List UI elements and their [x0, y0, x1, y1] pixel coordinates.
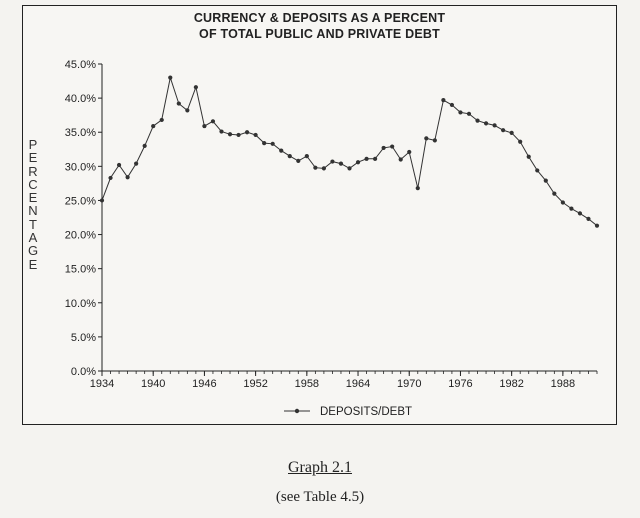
y-tick-label: 45.0% — [65, 59, 96, 71]
data-point — [441, 98, 446, 103]
data-point — [287, 154, 292, 159]
data-point — [586, 216, 591, 221]
data-point — [535, 168, 540, 173]
chart-frame — [22, 5, 617, 425]
x-tick-label: 1976 — [448, 378, 472, 390]
data-point — [338, 161, 344, 166]
data-point — [407, 149, 412, 155]
y-tick-label: 10.0% — [65, 298, 96, 310]
y-tick-label: 20.0% — [65, 230, 96, 242]
data-point — [304, 154, 309, 159]
y-tick-label: 25.0% — [65, 195, 96, 207]
data-point — [381, 145, 386, 151]
data-point — [355, 160, 361, 165]
data-point — [364, 156, 369, 161]
x-tick-label: 1952 — [243, 378, 267, 390]
data-point — [569, 206, 574, 211]
data-point — [296, 158, 301, 163]
data-point — [262, 141, 267, 146]
data-point — [227, 132, 233, 137]
legend-label: DEPOSITS/DEBT — [320, 406, 412, 418]
data-point — [552, 191, 557, 196]
data-point — [449, 102, 455, 108]
data-point — [185, 108, 190, 113]
data-point — [321, 166, 326, 171]
data-point — [415, 186, 420, 191]
x-tick-label: 1988 — [551, 378, 575, 390]
data-point — [253, 132, 258, 138]
x-tick-label: 1940 — [141, 378, 165, 390]
y-tick-label: 5.0% — [71, 332, 96, 344]
graph-caption: Graph 2.1 — [288, 459, 352, 476]
x-tick-label: 1964 — [346, 378, 370, 390]
data-point — [219, 129, 224, 134]
x-tick-label: 1958 — [295, 378, 319, 390]
data-point — [210, 119, 216, 124]
data-point — [501, 128, 506, 133]
data-point — [466, 111, 472, 116]
data-point — [475, 118, 480, 123]
data-point — [518, 139, 523, 144]
data-point — [492, 123, 497, 128]
data-point — [577, 211, 583, 216]
series-line — [101, 75, 598, 227]
data-point — [176, 101, 181, 106]
data-point — [526, 154, 531, 159]
data-point — [330, 159, 335, 164]
legend-marker — [294, 408, 300, 414]
data-point — [108, 175, 113, 181]
data-point — [236, 132, 241, 138]
data-point — [313, 165, 318, 170]
data-point — [594, 223, 600, 228]
data-point — [398, 157, 403, 162]
data-point — [270, 141, 275, 146]
y-tick-label: 35.0% — [65, 127, 96, 139]
data-point — [483, 121, 489, 126]
data-point — [458, 110, 463, 115]
data-point — [151, 123, 156, 129]
y-tick-label: 0.0% — [71, 366, 96, 378]
data-point — [390, 144, 395, 149]
data-point — [543, 178, 548, 183]
x-tick-label: 1934 — [90, 378, 114, 390]
data-point — [373, 156, 378, 161]
data-point — [509, 130, 514, 136]
data-point — [142, 143, 147, 148]
y-tick-label: 40.0% — [65, 93, 96, 105]
x-tick-label: 1946 — [192, 378, 216, 390]
data-point — [159, 117, 164, 123]
data-point — [168, 75, 173, 80]
line-chart: 0.0% 5.0% 10.0% 15.0% 20.0% 25.0% 30.0% 35.0% 40… — [65, 59, 600, 418]
data-point — [116, 162, 122, 168]
x-tick-label: 1982 — [499, 378, 523, 390]
data-point — [279, 148, 284, 153]
data-point — [193, 85, 198, 90]
data-point — [347, 166, 352, 171]
data-point — [99, 198, 105, 203]
data-point — [134, 161, 139, 166]
y-tick-label: 15.0% — [65, 264, 96, 276]
chart-title-line-1: CURRENCY & DEPOSITS AS A PERCENT — [193, 11, 446, 25]
y-tick-label: 30.0% — [65, 161, 96, 173]
data-point — [244, 130, 250, 135]
data-point — [125, 175, 130, 180]
data-point — [202, 123, 207, 129]
x-tick-label: 1970 — [397, 378, 421, 390]
data-point — [424, 136, 429, 141]
chart-title-line-2: OF TOTAL PUBLIC AND PRIVATE DEBT — [199, 27, 440, 41]
graph-subcaption: (see Table 4.5) — [275, 489, 365, 505]
data-point — [560, 200, 565, 205]
data-point — [432, 138, 437, 143]
